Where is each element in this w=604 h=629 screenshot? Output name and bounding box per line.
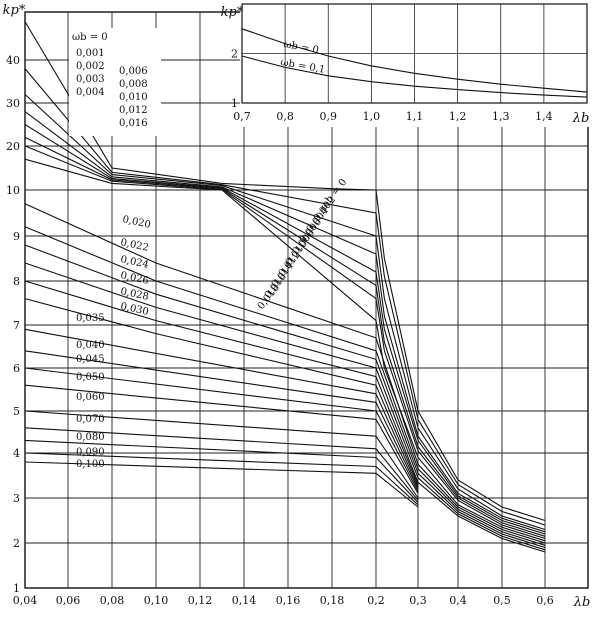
curve-label-upper: 0,004 <box>76 87 105 98</box>
curve-label-upper: 0,006 <box>119 66 148 77</box>
curve-label-upper: 0,002 <box>76 61 105 72</box>
y-tick-label: 5 <box>13 405 20 418</box>
curve-line <box>24 68 546 526</box>
inset-x-tick-label: 1,1 <box>406 110 424 123</box>
curve-label-lower: 0,020 <box>121 214 151 231</box>
curve-label-lower: 0,024 <box>119 254 149 271</box>
curve-line <box>24 203 546 544</box>
inset-x-tick-label: 1,3 <box>492 110 510 123</box>
curve-line <box>24 145 546 540</box>
curve-line <box>24 226 546 546</box>
curve-line <box>24 21 546 522</box>
inset-curve-line <box>241 55 588 98</box>
x-tick-label: 0,12 <box>188 594 213 607</box>
x-tick-label: 0,6 <box>536 594 554 607</box>
x-tick-label: 0,2 <box>367 594 385 607</box>
y-tick-label: 30 <box>6 97 20 110</box>
curve-label-upper: 0,008 <box>119 79 148 90</box>
inset-x-tick-label: 0,9 <box>320 110 338 123</box>
y-tick-label: 1 <box>13 582 20 595</box>
inset-curve-line <box>241 28 588 93</box>
curve-label-lower: 0,100 <box>76 459 105 470</box>
x-tick-label: 0,10 <box>144 594 169 607</box>
curve-line <box>24 158 546 542</box>
curve-label-upper: ωb = 0 <box>72 32 108 43</box>
curve-label-upper: 0,016 <box>119 118 148 129</box>
x-tick-label: 0,08 <box>100 594 125 607</box>
y-tick-label: 4 <box>13 447 20 460</box>
curve-label-lower: 0,050 <box>76 372 105 383</box>
curve-label-lower: 0,060 <box>76 392 105 403</box>
y-tick-label: 10 <box>6 184 20 197</box>
curve-line <box>24 111 546 533</box>
curve-line <box>24 452 419 506</box>
curve-line <box>24 244 546 549</box>
curve-line <box>24 124 546 535</box>
curve-label-lower: 0,070 <box>76 414 105 425</box>
curve-label-lower: 0,040 <box>76 340 105 351</box>
curve-label-lower: 0,090 <box>76 447 105 458</box>
curve-label-upper: 0,003 <box>76 74 105 85</box>
curve-line <box>24 461 419 508</box>
inset-x-tick-label: 0,7 <box>233 110 251 123</box>
y-tick-label: 2 <box>13 537 20 550</box>
curve-label-right: 0,018 <box>256 283 282 312</box>
curve-label-lower: 0,026 <box>119 270 149 287</box>
x-axis-title: λb <box>573 595 591 610</box>
curve-line <box>24 350 419 490</box>
y-tick-label: 7 <box>13 319 20 332</box>
curve-label-upper: 0,010 <box>119 92 148 103</box>
x-tick-label: 0,3 <box>409 594 427 607</box>
curve-line <box>24 298 419 485</box>
label-box-upper <box>69 28 161 136</box>
inset-y-tick-label: 1 <box>231 97 238 110</box>
x-tick-label: 0,16 <box>276 594 301 607</box>
inset-x-axis-title: λb <box>572 111 590 126</box>
x-tick-label: 0,18 <box>320 594 345 607</box>
inset-x-tick-label: 1,2 <box>449 110 467 123</box>
x-tick-label: 0,06 <box>56 594 81 607</box>
curve-line <box>24 280 546 553</box>
curve-label-lower: 0,035 <box>76 313 105 324</box>
curve-line <box>24 439 419 503</box>
y-tick-label: 8 <box>13 275 20 288</box>
inset-x-tick-label: 1,4 <box>535 110 553 123</box>
curve-line <box>24 136 546 537</box>
x-tick-label: 0,5 <box>493 594 511 607</box>
y-tick-label: 6 <box>13 362 20 375</box>
inset-x-tick-label: 0,8 <box>276 110 294 123</box>
curve-line <box>24 410 419 499</box>
curve-label-lower: 0,080 <box>76 432 105 443</box>
curve-line <box>24 93 546 531</box>
x-tick-label: 0,14 <box>232 594 257 607</box>
inset-y-tick-label: 2 <box>231 48 238 61</box>
inset-background <box>240 0 601 127</box>
y-tick-label: 9 <box>13 230 20 243</box>
inset-x-tick-label: 1,0 <box>363 110 381 123</box>
curve-line <box>24 367 419 492</box>
curve-label-lower: 0,045 <box>76 354 105 365</box>
curve-line <box>24 427 419 501</box>
x-tick-label: 0,4 <box>449 594 467 607</box>
inset-y-axis-title: kp* <box>221 5 244 20</box>
curve-line <box>24 262 546 551</box>
curve-label-upper: 0,001 <box>76 48 105 59</box>
curve-label-upper: 0,012 <box>119 105 148 116</box>
y-tick-label: 3 <box>13 492 20 505</box>
x-tick-label: 0,04 <box>13 594 38 607</box>
curve-line <box>24 328 419 488</box>
y-tick-label: 40 <box>6 54 20 67</box>
y-axis-title: kp* <box>3 3 26 18</box>
y-tick-label: 20 <box>6 140 20 153</box>
curve-line <box>24 384 419 494</box>
curve-label-lower: 0,022 <box>119 237 149 254</box>
